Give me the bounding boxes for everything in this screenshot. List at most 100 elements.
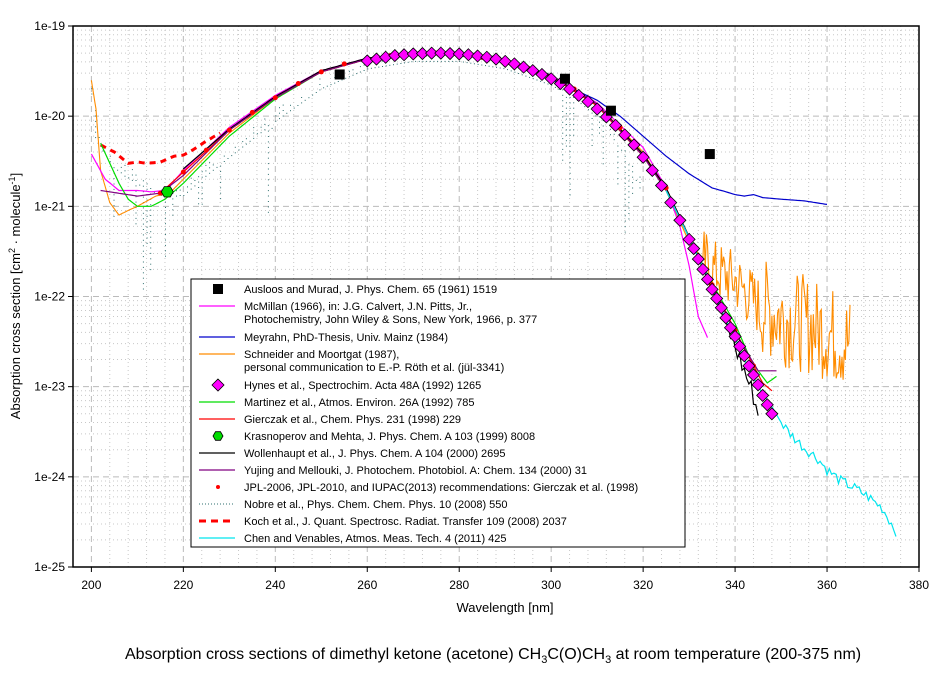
series-point <box>440 60 442 62</box>
legend-label: Nobre et al., Phys. Chem. Chem. Phys. 10… <box>244 499 508 511</box>
series-point <box>150 269 152 271</box>
y-tick-label: 1e-20 <box>34 109 65 123</box>
title-sub1: 3 <box>541 654 548 667</box>
series-point <box>639 176 641 178</box>
series-point <box>518 73 520 74</box>
series-point <box>682 232 696 246</box>
series-point <box>562 138 564 140</box>
series-point <box>198 181 200 183</box>
series-point <box>562 100 564 102</box>
series-point <box>142 185 144 187</box>
series-point <box>448 60 450 62</box>
legend-item: JPL-2006, JPL-2010, and IUPAC(2013) reco… <box>216 482 638 494</box>
series-point <box>194 185 196 187</box>
series-point <box>120 172 122 174</box>
series-point <box>146 232 148 234</box>
series-point <box>451 60 453 62</box>
series-point <box>220 171 222 172</box>
series-point <box>172 193 174 194</box>
series-point <box>526 64 540 78</box>
series-point <box>485 65 486 67</box>
series-point <box>142 261 144 263</box>
series-point <box>628 191 630 193</box>
series-point <box>95 137 97 139</box>
series-point <box>341 79 343 81</box>
legend-item: Meyrahn, PhD-Thesis, Univ. Mainz (1984) <box>199 332 448 344</box>
series-point <box>165 255 166 257</box>
series-point <box>142 218 144 220</box>
x-axis: 200 220 240 260 280 300 320 340 360 380 <box>81 567 929 592</box>
x-tick-label: 220 <box>173 578 193 592</box>
series-point <box>434 46 448 60</box>
series-point <box>267 163 269 165</box>
series-point <box>496 66 497 68</box>
series-0 <box>334 69 715 160</box>
series-point <box>562 116 564 118</box>
series-point <box>142 212 144 214</box>
series-point <box>406 47 420 61</box>
x-tick-label: 300 <box>541 578 561 592</box>
series-point <box>618 128 632 142</box>
series-point <box>569 113 571 115</box>
x-tick-label: 200 <box>81 578 101 592</box>
series-point <box>227 158 229 159</box>
series-point <box>584 106 586 108</box>
series-point <box>455 60 457 62</box>
series-point <box>264 123 266 125</box>
series-point <box>628 164 630 166</box>
series-point <box>573 134 575 136</box>
series-point <box>205 164 207 166</box>
legend-label: Krasnoperov and Mehta, J. Phys. Chem. A … <box>244 431 535 443</box>
legend-item: Ausloos and Murad, J. Phys. Chem. 65 (19… <box>213 284 497 296</box>
series-point <box>297 105 299 106</box>
series-point <box>226 127 232 133</box>
series-point <box>602 120 604 122</box>
legend: Ausloos and Murad, J. Phys. Chem. 65 (19… <box>190 278 686 548</box>
series-point <box>569 151 571 153</box>
series-point <box>635 179 637 181</box>
series-point <box>437 60 439 62</box>
series-point <box>98 137 100 138</box>
series-point <box>124 164 126 166</box>
series-point <box>142 207 144 209</box>
series-point <box>569 118 571 120</box>
series-point <box>719 311 733 325</box>
series-point <box>142 191 144 193</box>
series-point <box>190 177 192 179</box>
series-point <box>135 201 137 203</box>
series-point <box>756 388 770 402</box>
series-point <box>573 118 575 120</box>
series-point <box>591 112 593 114</box>
series-point <box>150 263 152 265</box>
series-point <box>599 132 600 134</box>
series-point <box>565 145 567 147</box>
series-point <box>201 176 203 178</box>
series-point <box>602 130 604 132</box>
series-point <box>234 152 236 154</box>
series-point <box>223 155 225 157</box>
series-point <box>624 150 626 152</box>
series-point <box>234 146 236 148</box>
series-point <box>521 74 523 76</box>
series-point <box>198 203 200 205</box>
series-point <box>632 176 634 178</box>
series-point <box>492 66 494 68</box>
series-point <box>470 62 472 64</box>
series-point <box>165 212 166 214</box>
series-point <box>624 172 626 174</box>
series-point <box>645 163 659 178</box>
series-point <box>573 102 575 104</box>
series-point <box>150 247 152 249</box>
series-point <box>562 105 564 107</box>
series-point <box>473 63 475 65</box>
series-point <box>319 84 321 85</box>
series-point <box>150 220 152 222</box>
y-tick-label: 1e-25 <box>34 560 65 574</box>
series-point <box>536 79 538 81</box>
series-point <box>728 329 742 344</box>
series-point <box>212 164 214 166</box>
series-point <box>341 61 347 67</box>
series-point <box>554 86 556 88</box>
series-point <box>146 199 148 201</box>
series-point <box>194 180 196 181</box>
